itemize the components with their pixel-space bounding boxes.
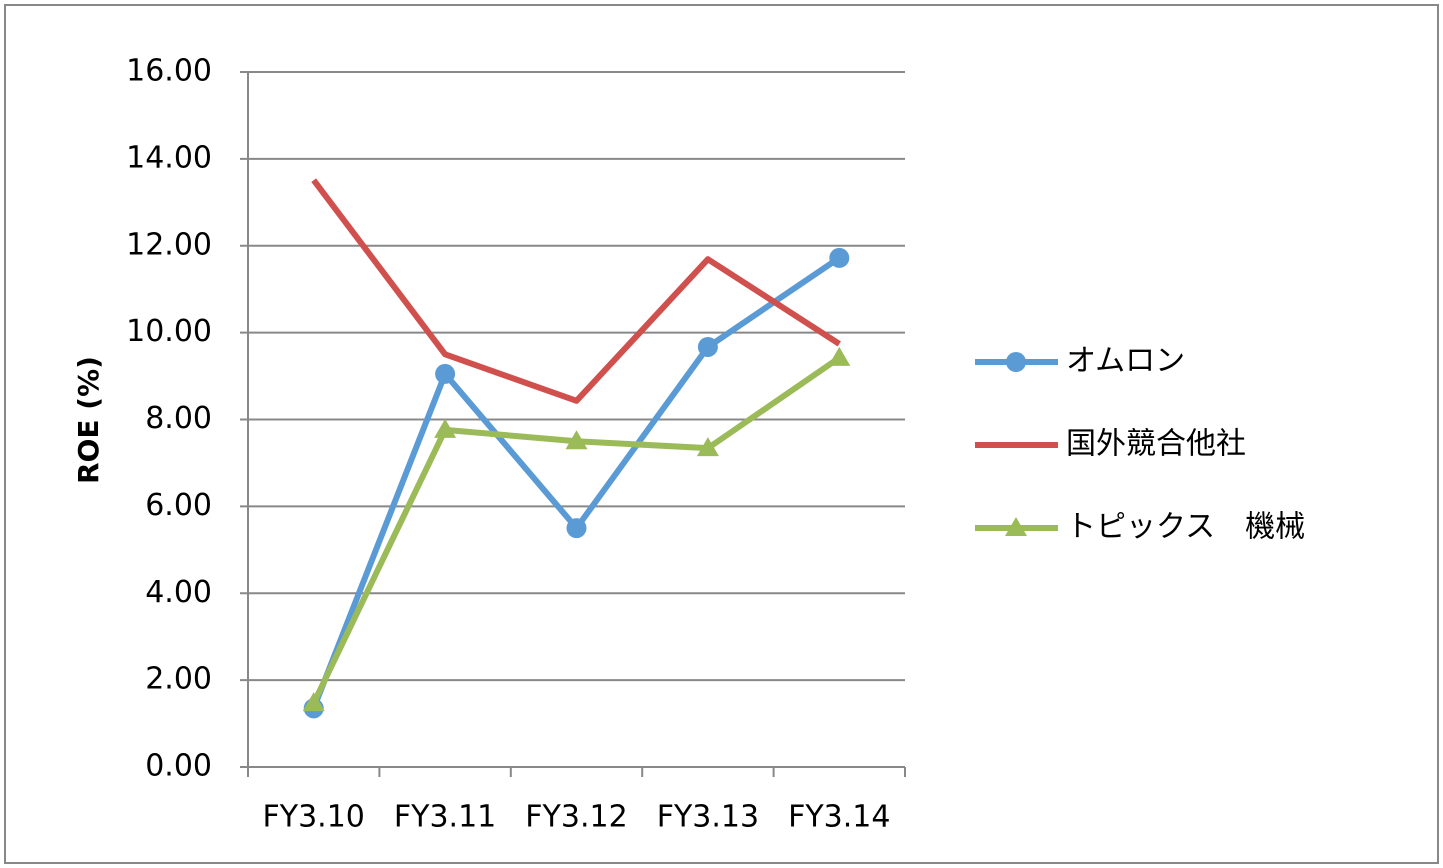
y-tick-label: 10.00	[126, 314, 212, 349]
x-tick-label: FY3.10	[263, 800, 365, 835]
point	[565, 430, 588, 450]
y-tick-label: 0.00	[145, 749, 212, 784]
legend-label: トピックス 機械	[1066, 510, 1305, 545]
x-tick-label: FY3.11	[394, 800, 496, 835]
point	[1005, 517, 1027, 536]
x-tick-label: FY3.12	[525, 800, 627, 835]
y-tick-label: 12.00	[126, 227, 212, 262]
point	[697, 336, 718, 357]
point	[566, 518, 587, 539]
y-tick-label: 4.00	[145, 575, 212, 610]
legend-label: オムロン	[1066, 344, 1185, 379]
point	[696, 437, 719, 457]
point	[1006, 352, 1026, 372]
y-axis-label: ROE (%)	[72, 356, 105, 484]
y-tick-label: 16.00	[126, 54, 212, 89]
y-tick-label: 14.00	[126, 140, 212, 175]
point	[435, 363, 456, 384]
y-tick-label: 2.00	[145, 662, 212, 697]
point	[434, 418, 457, 438]
legend-label: 国外競合他社	[1066, 427, 1246, 462]
point	[302, 692, 325, 712]
y-tick-label: 6.00	[145, 488, 212, 523]
y-tick-label: 8.00	[145, 401, 212, 436]
x-tick-label: FY3.14	[788, 800, 890, 835]
chart-border	[4, 4, 1439, 864]
series-line	[311, 178, 841, 404]
x-tick-label: FY3.13	[657, 800, 759, 835]
point	[829, 247, 850, 268]
point	[828, 346, 851, 366]
